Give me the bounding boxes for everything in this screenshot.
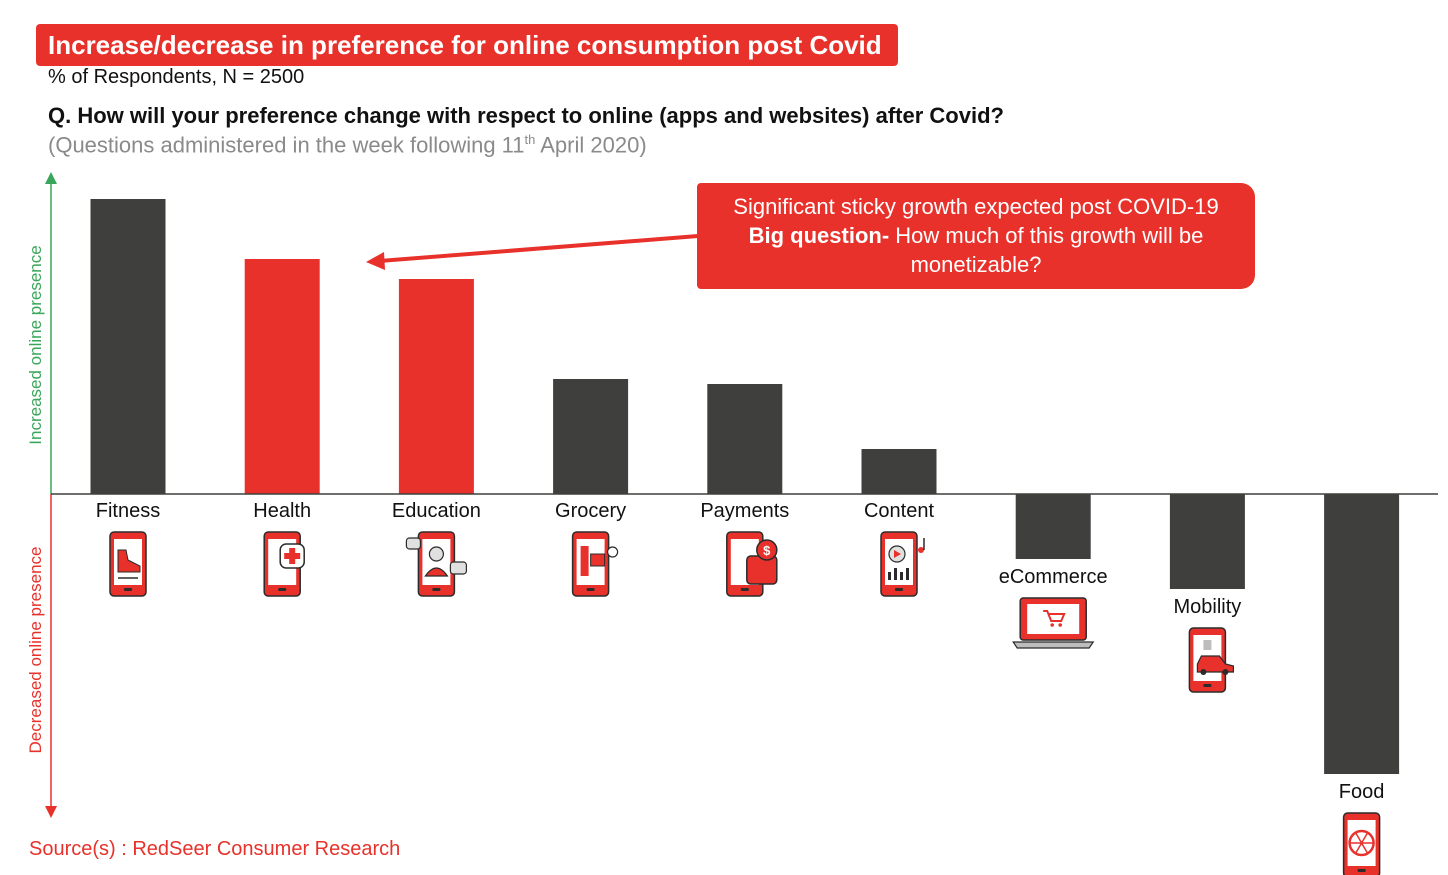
phone-grocery-icon xyxy=(571,531,619,597)
bar-mobility xyxy=(1169,494,1245,589)
category-label-payments: Payments xyxy=(700,500,789,522)
bar-payments xyxy=(707,384,783,494)
labels-group: Fitness Health Education Grocery Payments Con… xyxy=(96,500,1385,803)
bar-health xyxy=(244,259,320,494)
laptop-cart-icon xyxy=(1012,597,1095,649)
bar-education xyxy=(398,279,474,494)
callout-line1: Significant sticky growth expected post … xyxy=(733,194,1219,219)
phone-shoe-icon xyxy=(109,531,147,597)
category-label-education: Education xyxy=(392,500,481,522)
svg-text:$: $ xyxy=(763,543,771,558)
bar-content xyxy=(861,449,937,494)
note-prefix: (Questions administered in the week foll… xyxy=(48,132,525,158)
category-label-ecommerce: eCommerce xyxy=(999,566,1108,588)
bar-ecommerce xyxy=(1015,494,1091,559)
survey-date-note: (Questions administered in the week foll… xyxy=(48,132,647,158)
survey-question: Q. How will your preference change with … xyxy=(48,103,1004,128)
bar-grocery xyxy=(553,379,629,494)
bar-fitness xyxy=(90,199,166,494)
bars-group xyxy=(90,199,1400,774)
bar-food xyxy=(1324,494,1400,774)
phone-food-icon xyxy=(1342,812,1381,875)
chart-title: Increase/decrease in preference for onli… xyxy=(36,24,898,66)
note-sup: th xyxy=(524,132,536,147)
phone-media-icon xyxy=(880,531,925,597)
category-label-food: Food xyxy=(1339,781,1385,803)
callout-line2-rest: How much of this growth will be xyxy=(889,223,1204,248)
callout-line2-bold: Big question- xyxy=(748,223,890,248)
callout-line2: Big question- How much of this growth wi… xyxy=(697,221,1255,250)
callout-box: Significant sticky growth expected post … xyxy=(697,183,1255,289)
phone-car-icon xyxy=(1188,627,1234,693)
phone-education-icon xyxy=(405,531,467,597)
note-suffix: April 2020) xyxy=(535,132,647,158)
icons-group: $ xyxy=(109,531,1381,875)
category-label-health: Health xyxy=(253,500,311,522)
category-label-content: Content xyxy=(864,500,934,522)
chart-subtitle: % of Respondents, N = 2500 xyxy=(48,66,305,88)
category-label-fitness: Fitness xyxy=(96,500,160,522)
source-note: Source(s) : RedSeer Consumer Research xyxy=(29,838,401,860)
callout-arrow xyxy=(366,234,699,270)
category-label-mobility: Mobility xyxy=(1174,596,1242,618)
phone-health-icon xyxy=(263,531,305,597)
category-label-grocery: Grocery xyxy=(555,500,626,522)
phone-wallet-icon: $ xyxy=(726,531,778,597)
callout-line3: monetizable? xyxy=(910,252,1042,277)
